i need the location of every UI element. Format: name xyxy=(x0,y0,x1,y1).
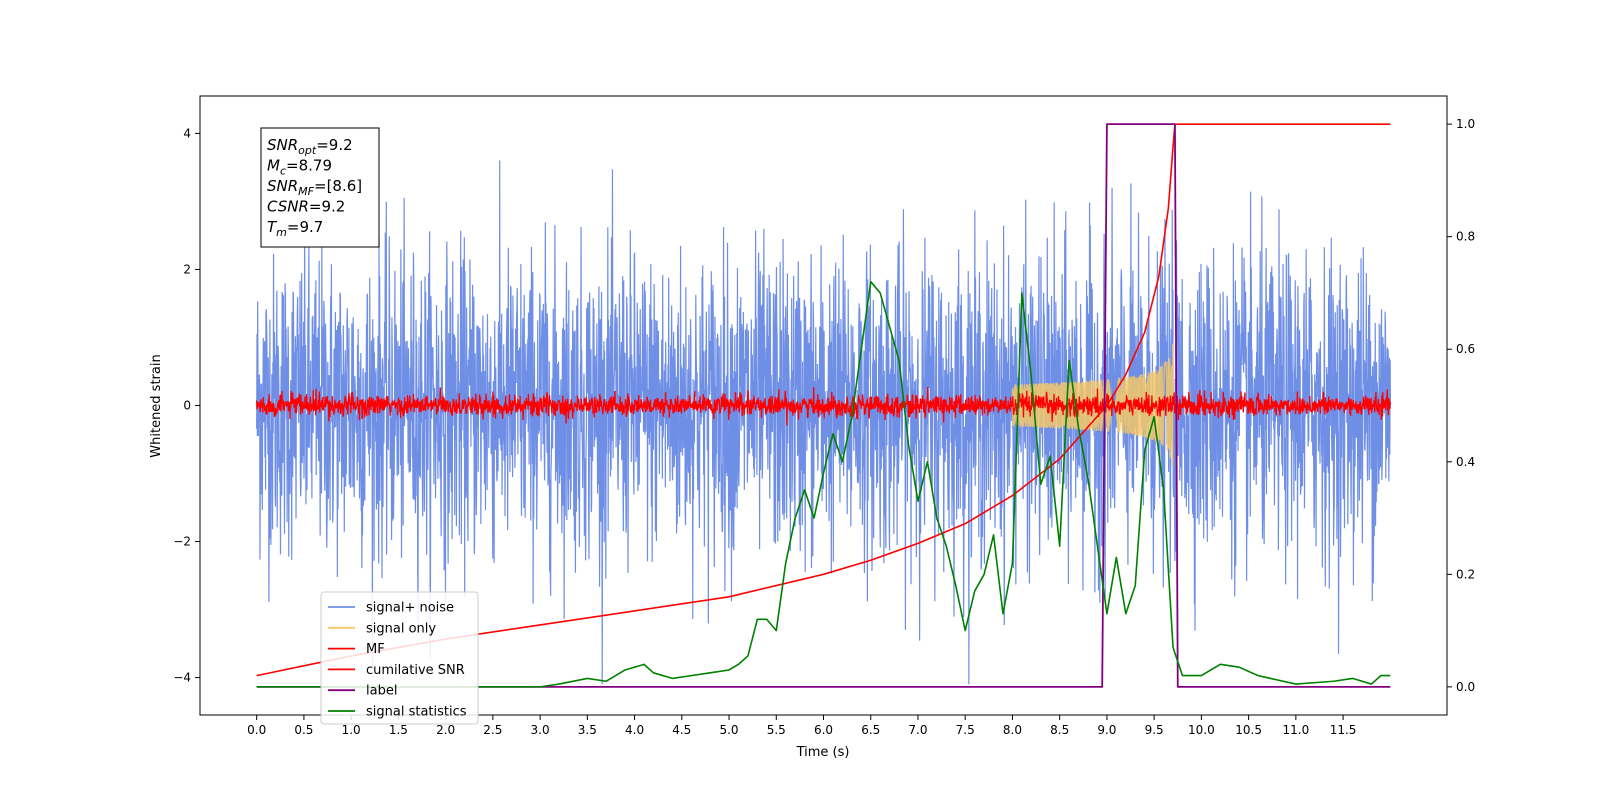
info-box-line: Mc=8.79 xyxy=(267,157,332,178)
x-tick-label: 11.0 xyxy=(1282,723,1309,737)
info-box-line: SNRopt=9.2 xyxy=(267,136,353,157)
legend-label: cumilative SNR xyxy=(366,663,465,678)
x-axis-label: Time (s) xyxy=(796,745,850,760)
x-tick-label: 8.0 xyxy=(1003,723,1022,737)
x-tick-label: 10.0 xyxy=(1188,723,1215,737)
x-tick-label: 1.0 xyxy=(342,723,361,737)
legend: signal+ noise signal only MF cumilative SNR… xyxy=(320,591,479,725)
x-tick-label: 6.0 xyxy=(814,723,833,737)
series-signal-statistics-line xyxy=(256,280,1391,688)
series-label-line xyxy=(256,123,1391,688)
legend-frame xyxy=(320,591,479,725)
y2-tick-label: 0.6 xyxy=(1456,342,1475,356)
y-tick-label: 0 xyxy=(183,399,191,413)
x-tick-label: 11.5 xyxy=(1330,723,1357,737)
info-box-line: Tm=9.7 xyxy=(267,218,323,239)
x-tick-label: 3.5 xyxy=(578,723,597,737)
y2-tick-label: 0.0 xyxy=(1456,680,1475,694)
x-tick-label: 5.5 xyxy=(767,723,786,737)
x-tick-label: 8.5 xyxy=(1050,723,1069,737)
y-tick-label: 2 xyxy=(183,262,191,276)
x-tick-label: 2.0 xyxy=(436,723,455,737)
x-tick-label: 0.0 xyxy=(247,723,266,737)
info-box-line: SNRMF=[8.6] xyxy=(267,177,362,198)
y-tick-label: 4 xyxy=(183,126,191,140)
series-mf-line xyxy=(256,386,1391,426)
axes-layer: 0.0 0.5 1.0 1.5 2.0 2.5 3.0 3.5 4.0 4.5 5.0 5.5 6.0 6… xyxy=(173,117,1475,737)
y-tick-label: −2 xyxy=(173,535,191,549)
y2-tick-label: 0.8 xyxy=(1456,230,1475,244)
legend-label: signal+ noise xyxy=(366,601,454,616)
y-axis-label: Whitened strain xyxy=(149,354,164,457)
x-tick-label: 1.5 xyxy=(389,723,408,737)
legend-label: MF xyxy=(366,642,385,657)
x-tick-label: 4.5 xyxy=(672,723,691,737)
y-tick-label: −4 xyxy=(173,671,191,685)
legend-label: label xyxy=(366,684,397,699)
x-tick-label: 9.5 xyxy=(1145,723,1164,737)
x-tick-label: 7.0 xyxy=(908,723,927,737)
x-tick-label: 6.5 xyxy=(861,723,880,737)
x-tick-label: 9.0 xyxy=(1097,723,1116,737)
y2-tick-label: 0.4 xyxy=(1456,455,1475,469)
info-box-frame xyxy=(260,127,380,248)
x-tick-label: 10.5 xyxy=(1235,723,1262,737)
y2-tick-label: 0.2 xyxy=(1456,567,1475,581)
x-tick-label: 2.5 xyxy=(483,723,502,737)
legend-label: signal statistics xyxy=(366,705,467,720)
series-cumulative-snr-line xyxy=(256,123,1391,677)
info-box-line: CSNR=9.2 xyxy=(267,198,345,216)
x-tick-label: 4.0 xyxy=(625,723,644,737)
x-tick-label: 5.0 xyxy=(719,723,738,737)
y2-tick-label: 1.0 xyxy=(1456,117,1475,131)
series-layer xyxy=(256,123,1392,688)
x-tick-label: 7.5 xyxy=(956,723,975,737)
legend-label: signal only xyxy=(366,621,436,636)
x-tick-label: 0.5 xyxy=(294,723,313,737)
x-tick-label: 3.0 xyxy=(531,723,550,737)
